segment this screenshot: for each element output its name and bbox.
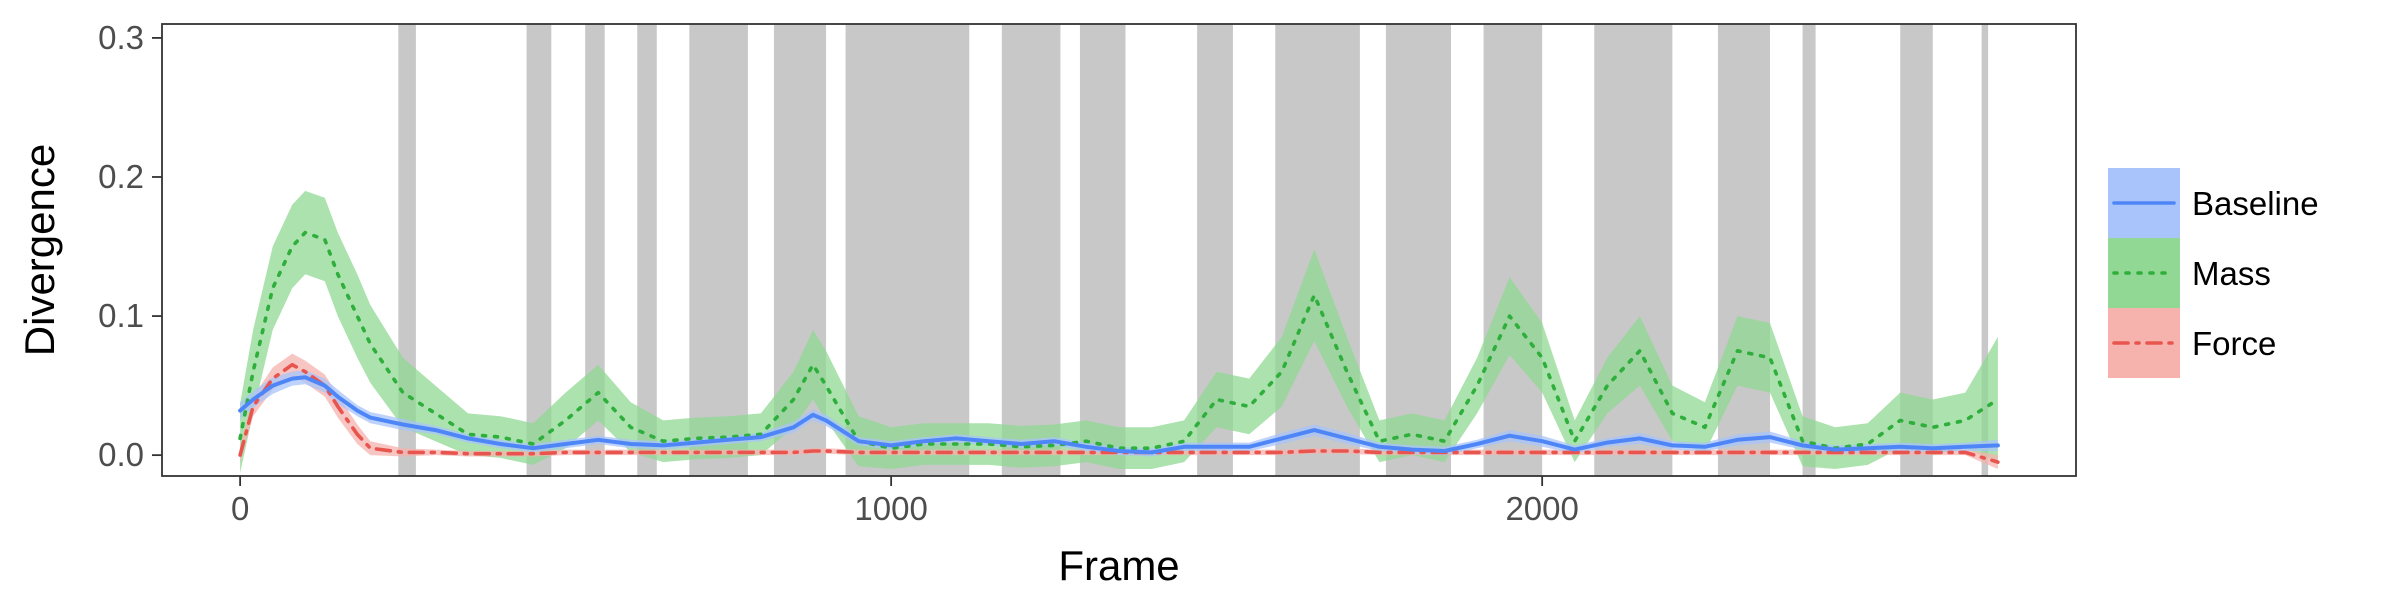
x-tick-label-1: 1000 xyxy=(854,490,927,527)
y-tick-label-0: 0.0 xyxy=(98,436,144,473)
y-axis: 0.0 0.1 0.2 0.3 xyxy=(98,19,162,473)
y-axis-title: Divergence xyxy=(16,144,63,356)
legend: Baseline Mass Force xyxy=(2108,168,2319,378)
shaded-interval-11 xyxy=(1385,24,1452,476)
shaded-interval-4 xyxy=(689,24,748,476)
shaded-interval-1 xyxy=(526,24,552,476)
y-tick-label-3: 0.3 xyxy=(98,19,144,56)
shaded-interval-7 xyxy=(1001,24,1061,476)
shaded-interval-2 xyxy=(585,24,605,476)
x-axis-title: Frame xyxy=(1058,542,1179,589)
x-tick-label-0: 0 xyxy=(231,490,249,527)
legend-label-force: Force xyxy=(2192,325,2276,362)
legend-label-mass: Mass xyxy=(2192,255,2271,292)
plot-panel-border xyxy=(161,23,2077,477)
shaded-interval-17 xyxy=(1981,24,1989,476)
x-tick-label-2: 2000 xyxy=(1505,490,1578,527)
x-axis: 0 1000 2000 xyxy=(231,476,1579,527)
line-force xyxy=(238,362,2000,464)
legend-label-baseline: Baseline xyxy=(2192,185,2319,222)
series-lines xyxy=(238,230,2000,464)
shaded-interval-10 xyxy=(1275,24,1360,476)
line-baseline xyxy=(238,375,2000,455)
line-mass xyxy=(238,230,2000,451)
shaded-interval-6 xyxy=(845,24,970,476)
y-tick-label-1: 0.1 xyxy=(98,297,144,334)
legend-key-mass xyxy=(2108,238,2180,308)
shaded-interval-3 xyxy=(637,24,657,476)
shaded-interval-12 xyxy=(1483,24,1543,476)
band-mass xyxy=(240,190,1998,474)
y-tick-label-2: 0.2 xyxy=(98,158,144,195)
shaded-interval-15 xyxy=(1802,24,1816,476)
shaded-interval-8 xyxy=(1079,24,1126,476)
